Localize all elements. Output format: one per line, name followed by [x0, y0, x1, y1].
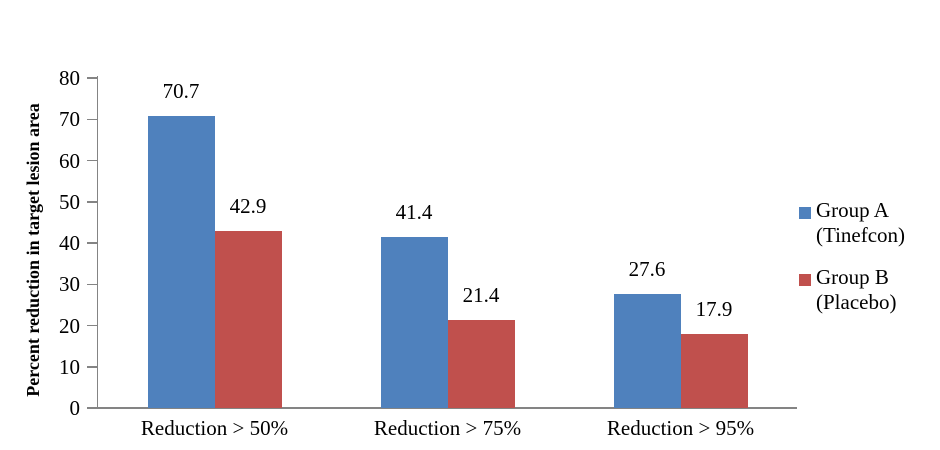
legend: Group A (Tinefcon) Group B (Placebo)	[799, 198, 905, 332]
y-tick-mark	[86, 118, 97, 120]
x-category-label: Reduction > 95%	[606, 416, 755, 440]
y-tick-mark	[86, 159, 97, 162]
x-category-label: Reduction > 75%	[373, 416, 522, 440]
legend-swatch-icon	[799, 274, 811, 286]
y-tick-label: 80	[59, 66, 80, 90]
y-tick-label: 40	[59, 231, 80, 255]
y-axis-line	[96, 76, 98, 408]
y-tick-label: 70	[59, 107, 80, 132]
legend-entry: Group B (Placebo)	[799, 265, 905, 315]
y-tick-label: 30	[59, 272, 80, 297]
x-axis-line	[96, 407, 797, 409]
y-tick-mark	[86, 366, 97, 368]
y-tick-label: 50	[59, 189, 80, 214]
bar-value-label: 42.9	[229, 194, 267, 219]
bar-value-label: 21.4	[462, 282, 500, 307]
bar-value-label: 70.7	[162, 79, 200, 104]
x-category-label: Reduction > 50%	[140, 416, 289, 440]
legend-swatch-icon	[799, 207, 811, 219]
bar-value-label: 27.6	[628, 257, 666, 282]
bar-value-label: 41.4	[395, 200, 433, 225]
bar	[214, 231, 282, 408]
bar	[380, 237, 448, 408]
y-tick-mark	[86, 242, 97, 244]
bar-value-label: 17.9	[695, 297, 733, 322]
y-tick-mark	[86, 77, 97, 79]
legend-label: Group A (Tinefcon)	[816, 198, 906, 247]
y-tick-label: 60	[59, 148, 80, 173]
y-tick-label: 0	[69, 396, 81, 420]
bar	[680, 334, 748, 408]
bar	[147, 116, 215, 408]
y-tick-label: 10	[59, 354, 80, 379]
y-tick-mark	[86, 407, 97, 409]
bar	[447, 319, 515, 408]
y-tick-label: 20	[59, 313, 80, 338]
y-tick-mark	[86, 324, 97, 327]
bar	[613, 294, 681, 408]
legend-entry: Group A (Tinefcon)	[799, 198, 905, 248]
y-tick-mark	[86, 201, 97, 203]
legend-label: Group B (Placebo)	[816, 265, 897, 314]
y-tick-mark	[86, 283, 97, 285]
